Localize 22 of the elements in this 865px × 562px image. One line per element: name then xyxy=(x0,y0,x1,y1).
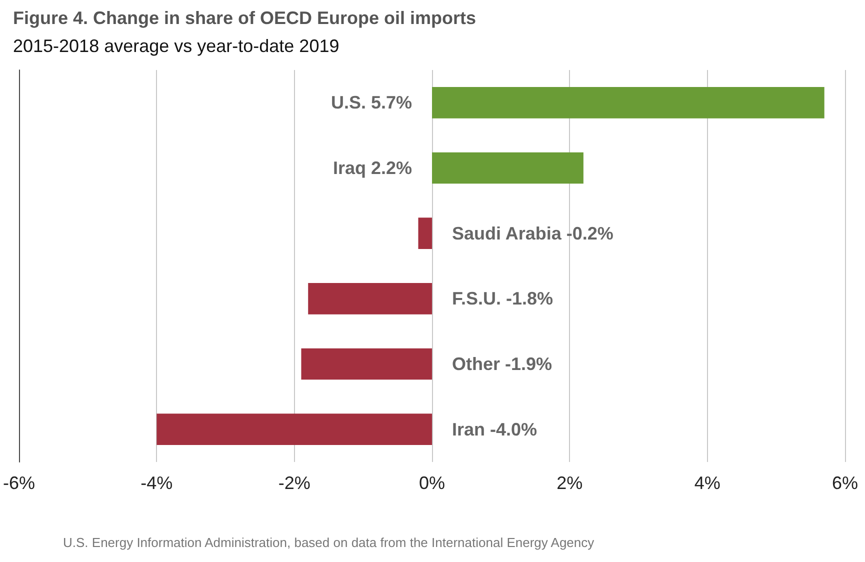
x-tick-label: 6% xyxy=(832,473,858,493)
x-tick-label: -4% xyxy=(140,473,173,493)
chart-subtitle: 2015-2018 average vs year-to-date 2019 xyxy=(13,36,340,56)
x-tick-label: 2% xyxy=(556,473,583,493)
x-tick-label: -2% xyxy=(278,473,310,493)
bar xyxy=(432,152,584,184)
category-label: Iran -4.0% xyxy=(452,419,538,440)
x-tick-label: 4% xyxy=(694,473,720,493)
bar xyxy=(301,348,432,380)
bar xyxy=(156,414,432,446)
category-label: U.S. 5.7% xyxy=(330,92,412,113)
text: U.S. Energy Information Administration, based on data from the International Energy Agency xyxy=(63,535,595,550)
bar xyxy=(432,86,824,118)
x-tick-label: 0% xyxy=(418,473,446,493)
category-label: Iraq 2.2% xyxy=(332,158,412,178)
x-tick-label: -6% xyxy=(2,473,36,493)
bar xyxy=(418,218,432,250)
category-label: Other -1.9% xyxy=(452,354,552,374)
chart-title: Figure 4. Change in share of OECD Europe oil imports xyxy=(13,8,476,28)
bar xyxy=(308,282,432,314)
category-label: F.S.U. -1.8% xyxy=(452,288,554,309)
category-label: Saudi Arabia -0.2% xyxy=(452,223,614,244)
